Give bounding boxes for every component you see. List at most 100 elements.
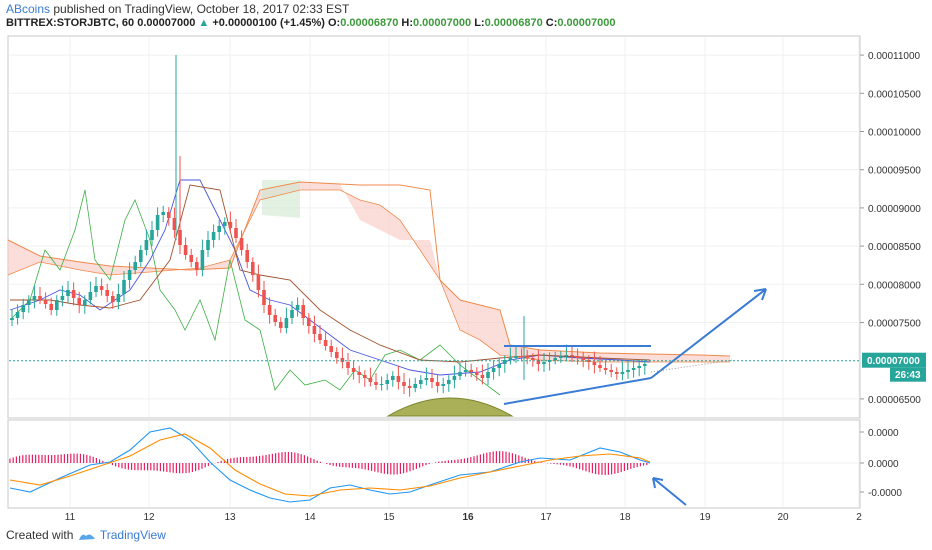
candle-body [508, 358, 513, 360]
candle-body [312, 326, 317, 334]
candle-body [77, 298, 81, 305]
candle-body [609, 370, 613, 372]
candle-body [60, 296, 65, 300]
y-tick-label: 0.00007500 [868, 319, 921, 330]
candle-body [295, 305, 300, 310]
candle-body [469, 370, 473, 372]
candle-body [88, 292, 93, 300]
candle-body [49, 304, 53, 310]
candle-body [402, 382, 406, 386]
candle-body [99, 286, 104, 290]
candle-body [385, 380, 389, 384]
grid-lines [9, 37, 860, 507]
projection-line [650, 359, 734, 373]
candle-body [424, 378, 429, 380]
candle-body [626, 370, 630, 372]
candle-body [167, 212, 171, 218]
candle-body [307, 318, 311, 326]
x-tick-label: 12 [143, 512, 155, 523]
candle-body [480, 375, 485, 378]
candle-body [10, 318, 14, 320]
candle-body [139, 250, 143, 262]
candle-body [301, 305, 305, 318]
countdown-label-box [890, 367, 926, 382]
senkou-b-line [7, 189, 730, 363]
candle-body [284, 318, 289, 328]
indicator-tick-label: -0.0000 [868, 488, 902, 499]
created-with-label: Created with [6, 528, 74, 542]
candle-body [407, 386, 412, 388]
y-tick-label: 0.00011000 [868, 51, 921, 62]
author-link[interactable]: ABcoins [6, 2, 51, 16]
candle-body [329, 346, 333, 352]
ohlc-bar: BITTREX:STORJBTC, 60 0.00007000 ▲ +0.000… [6, 17, 616, 29]
candle-body [374, 382, 378, 385]
candle-body [570, 355, 574, 356]
y-tick-label: 0.00010000 [868, 128, 921, 139]
candle-body [43, 300, 48, 304]
candle-body [598, 365, 602, 368]
candle-body [351, 368, 356, 372]
high-label: H: [401, 17, 413, 29]
y-tick-label: 0.00008000 [868, 280, 921, 291]
candle-body [491, 368, 496, 372]
footer: Created with TradingView [6, 528, 166, 542]
candle-body [122, 280, 126, 294]
candle-body [531, 358, 535, 360]
candle-body [391, 376, 395, 380]
candle-body [189, 255, 193, 262]
candle-body [234, 228, 238, 238]
candle-body [239, 238, 244, 250]
candle-body [21, 305, 25, 312]
candle-body [452, 376, 457, 380]
candle-body [262, 290, 266, 305]
x-tick-label: 20 [777, 512, 789, 523]
chikou-line [9, 189, 501, 396]
x-tick-label: 2 [856, 512, 862, 523]
candle-body [290, 310, 294, 318]
signal-line [9, 433, 651, 497]
x-tick-label: 17 [540, 512, 552, 523]
candle-body [206, 240, 210, 250]
candle-body [127, 270, 132, 280]
breakout-arrow-head [753, 288, 767, 301]
candle-body [155, 215, 160, 230]
candle-body [631, 368, 636, 370]
price-label: 0.00007000 [867, 356, 920, 367]
x-tick-label: 15 [383, 512, 395, 523]
publish-info: ABcoins published on TradingView, Octobe… [6, 2, 349, 16]
candle-body [183, 245, 188, 255]
candle-body [71, 290, 76, 298]
candle-body [133, 262, 137, 270]
tradingview-brand[interactable]: TradingView [99, 528, 166, 542]
cloud-area-green [262, 180, 300, 218]
candle-body [15, 312, 20, 318]
candle-body [217, 226, 221, 232]
y-tick-label: 0.00009500 [868, 166, 921, 177]
indicator-tick-label: 0.0000 [868, 459, 899, 470]
published-text: published on TradingView, October 18, 20… [53, 2, 350, 16]
x-tick-label: 13 [224, 512, 236, 523]
indicator-arrow-head [652, 477, 664, 489]
x-tick-label: 19 [699, 512, 711, 523]
candle-body [587, 360, 591, 362]
y-tick-label: 0.00009000 [868, 204, 921, 215]
candle-body [55, 300, 59, 310]
open-value: 0.00006870 [340, 17, 399, 29]
candle-body [267, 305, 272, 315]
price-label-box [862, 352, 926, 368]
candle-body [83, 300, 87, 305]
candle-body [161, 212, 165, 215]
candle-body [251, 262, 255, 275]
candle-body [553, 358, 557, 360]
x-tick-label: 11 [65, 512, 76, 523]
x-tick-label: 16 [462, 512, 474, 523]
indicator-pane[interactable] [7, 419, 861, 509]
candle-body [38, 296, 42, 300]
candle-body [441, 384, 445, 386]
y-tick-label: 0.00010500 [868, 89, 921, 100]
candle-body [525, 356, 529, 358]
candle-body [514, 356, 518, 358]
candle-body [195, 262, 199, 270]
